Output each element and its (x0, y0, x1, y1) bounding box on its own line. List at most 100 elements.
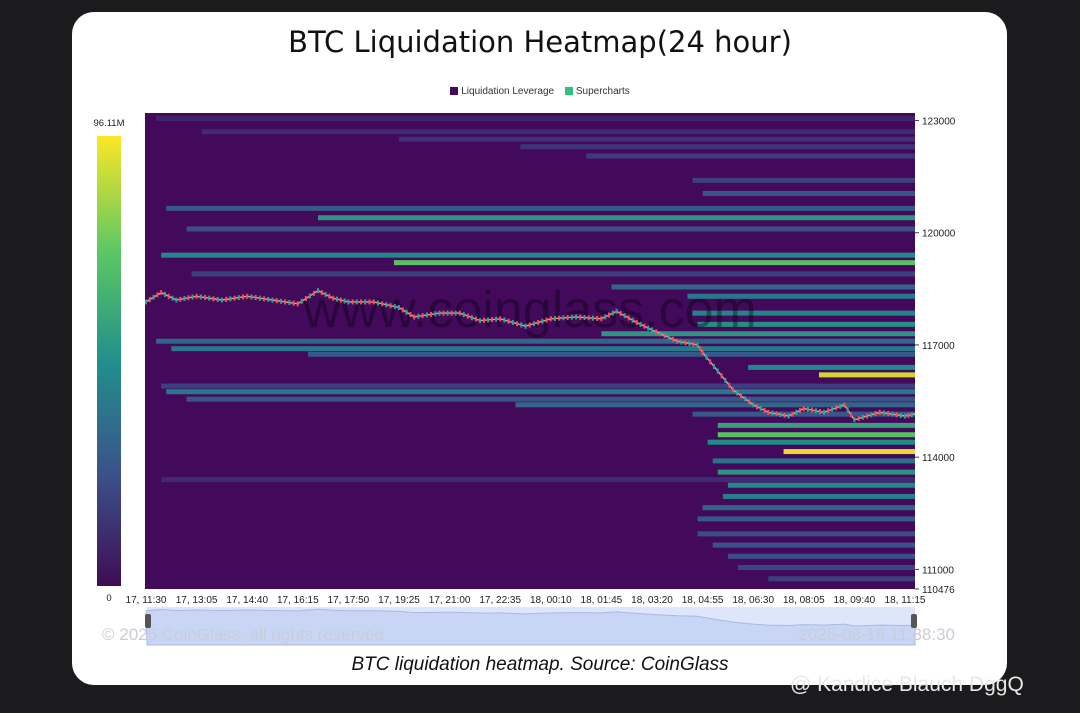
liquidity-band (171, 346, 916, 352)
price-candle (434, 311, 437, 317)
liquidity-band (161, 383, 915, 389)
price-candle (696, 342, 699, 348)
price-candle (570, 314, 573, 320)
navigator-handle-right[interactable] (911, 614, 917, 628)
price-candle (846, 407, 849, 413)
x-tick-label: 18, 03:20 (631, 595, 673, 606)
price-candle (405, 309, 408, 315)
price-candle (425, 312, 428, 318)
price-candle (145, 299, 147, 305)
price-candle (663, 333, 666, 339)
liquidity-band (156, 338, 915, 344)
price-candle (237, 295, 240, 301)
legend-item-liquidation-leverage[interactable]: Liquidation Leverage (450, 86, 557, 97)
price-candle (647, 325, 650, 331)
legend-item-supercharts[interactable]: Supercharts (564, 86, 630, 97)
price-candle (351, 299, 354, 305)
price-candle (271, 297, 274, 303)
price-candle (771, 410, 774, 416)
liquidity-band (692, 310, 915, 316)
price-candle (731, 387, 734, 393)
price-candle (343, 298, 346, 304)
x-tick-label: 18, 09:40 (834, 595, 876, 606)
price-candle (364, 299, 367, 305)
price-candle (398, 305, 400, 311)
price-candle (818, 409, 821, 415)
price-candle (267, 296, 270, 302)
price-candle (308, 293, 311, 299)
liquidity-band (712, 542, 915, 548)
price-candle (336, 296, 339, 302)
price-candle (619, 311, 622, 317)
navigator-handle-left[interactable] (145, 614, 151, 628)
price-candle (651, 327, 653, 333)
price-candle (495, 316, 498, 322)
price-candle (655, 329, 658, 335)
price-candle (393, 304, 396, 310)
price-candle (579, 314, 582, 320)
price-candle (701, 349, 704, 355)
liquidity-band (722, 493, 915, 499)
copyright-watermark: © 2025 CoinGlass, all rights reserved (102, 625, 384, 644)
price-candle (304, 296, 307, 302)
price-candle (389, 303, 392, 309)
price-candle (827, 408, 830, 414)
price-candle (554, 315, 557, 321)
price-candle (528, 322, 531, 328)
x-tick-label: 17, 14:40 (226, 595, 268, 606)
price-candle (324, 291, 327, 297)
price-candle (607, 312, 610, 318)
price-candle (716, 368, 719, 374)
liquidity-band (399, 136, 915, 142)
colorbar-max-label: 96.11M (94, 118, 125, 129)
price-candle (587, 315, 590, 321)
price-candle (179, 296, 182, 302)
price-candle (254, 295, 257, 301)
price-candle (320, 290, 323, 296)
price-candle (755, 404, 758, 410)
liquidity-band (697, 321, 915, 327)
price-candle (853, 417, 856, 423)
legend-label-liquidation-leverage: Liquidation Leverage (461, 86, 555, 97)
price-candle (191, 294, 194, 300)
price-candle (562, 315, 565, 321)
x-tick-label: 17, 16:15 (277, 595, 319, 606)
price-candle (156, 292, 159, 298)
legend-label-supercharts: Supercharts (575, 86, 630, 97)
colorbar-min-label: 0 (106, 593, 111, 604)
price-candle (241, 294, 244, 300)
price-candle (783, 412, 786, 418)
price-candle (549, 316, 552, 322)
price-candle (591, 315, 594, 321)
price-candle (910, 412, 913, 418)
price-candle (355, 299, 358, 305)
price-candle (438, 310, 441, 316)
price-candle (288, 300, 291, 306)
price-candle (466, 313, 469, 319)
price-candle (470, 315, 473, 321)
price-candle (806, 406, 809, 412)
price-candle (275, 298, 278, 304)
price-candle (843, 402, 846, 408)
price-candle (312, 290, 315, 296)
liquidity-band (186, 396, 916, 402)
price-candle (454, 310, 457, 316)
price-candle (545, 317, 548, 323)
liquidity-band (611, 284, 915, 290)
price-candle (376, 300, 379, 306)
price-candle (474, 316, 477, 322)
price-candle (347, 299, 350, 305)
price-candle (795, 409, 798, 415)
price-candle (874, 411, 877, 417)
x-tick-label: 18, 08:05 (783, 595, 825, 606)
liquidity-band (156, 116, 915, 122)
price-candle (195, 293, 198, 299)
coinglass-watermark: www.coinglass.com (302, 281, 757, 339)
liquidity-band (738, 565, 915, 571)
price-candle (787, 413, 790, 419)
price-candle (458, 310, 461, 316)
navigator-area (145, 608, 916, 646)
price-candle (639, 321, 642, 327)
colorbar (97, 136, 121, 586)
